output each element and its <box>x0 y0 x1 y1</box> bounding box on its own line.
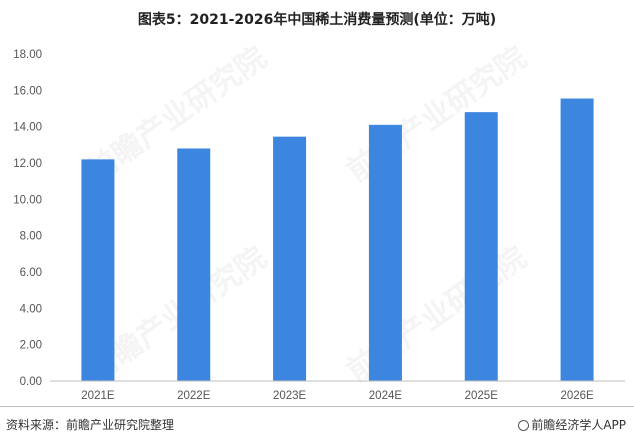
bar-2024E <box>368 124 402 381</box>
y-tick-label: 12.00 <box>13 158 42 170</box>
y-tick-label: 8.00 <box>20 231 42 243</box>
y-tick-label: 6.00 <box>20 267 42 279</box>
bars <box>81 98 594 381</box>
brand-text: 前瞻经济学人APP <box>531 418 626 432</box>
bar-2023E <box>273 136 307 381</box>
footer-divider <box>0 406 634 407</box>
at-sign-icon <box>518 420 530 431</box>
y-tick-label: 16.00 <box>13 85 42 97</box>
y-tick-label: 18.00 <box>13 49 42 61</box>
brand-label: 前瞻经济学人APP <box>518 416 626 433</box>
chart-title: 图表5：2021-2026年中国稀土消费量预测(单位：万吨) <box>137 12 497 28</box>
bar-2025E <box>464 112 498 381</box>
x-tick-label: 2022E <box>177 390 211 402</box>
x-tick-label: 2024E <box>369 390 403 402</box>
x-tick-label: 2026E <box>560 390 594 402</box>
source-note: 资料来源：前瞻产业研究院整理 <box>6 418 175 432</box>
y-tick-label: 2.00 <box>20 340 42 352</box>
y-tick-label: 4.00 <box>20 303 42 315</box>
x-tick-label: 2025E <box>465 390 499 402</box>
y-tick-label: 14.00 <box>13 122 42 134</box>
x-axis-ticks: 2021E 2022E 2023E 2024E 2025E 2026E <box>81 390 594 402</box>
x-tick-label: 2021E <box>81 390 115 402</box>
y-axis-ticks: 0.00 2.00 4.00 6.00 8.00 10.00 12.00 14.00 16.00… <box>13 49 42 388</box>
bar-2022E <box>177 148 211 381</box>
bar-2026E <box>560 98 594 381</box>
y-tick-label: 10.00 <box>13 194 42 206</box>
bar-2021E <box>81 159 115 381</box>
y-tick-label: 0.00 <box>20 376 42 388</box>
x-tick-label: 2023E <box>273 390 307 402</box>
